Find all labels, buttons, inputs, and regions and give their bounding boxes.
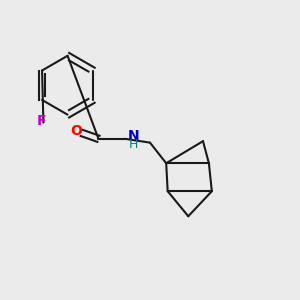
Text: N: N	[128, 130, 140, 143]
Text: O: O	[70, 124, 82, 138]
Text: F: F	[36, 114, 46, 128]
Text: H: H	[129, 138, 139, 151]
